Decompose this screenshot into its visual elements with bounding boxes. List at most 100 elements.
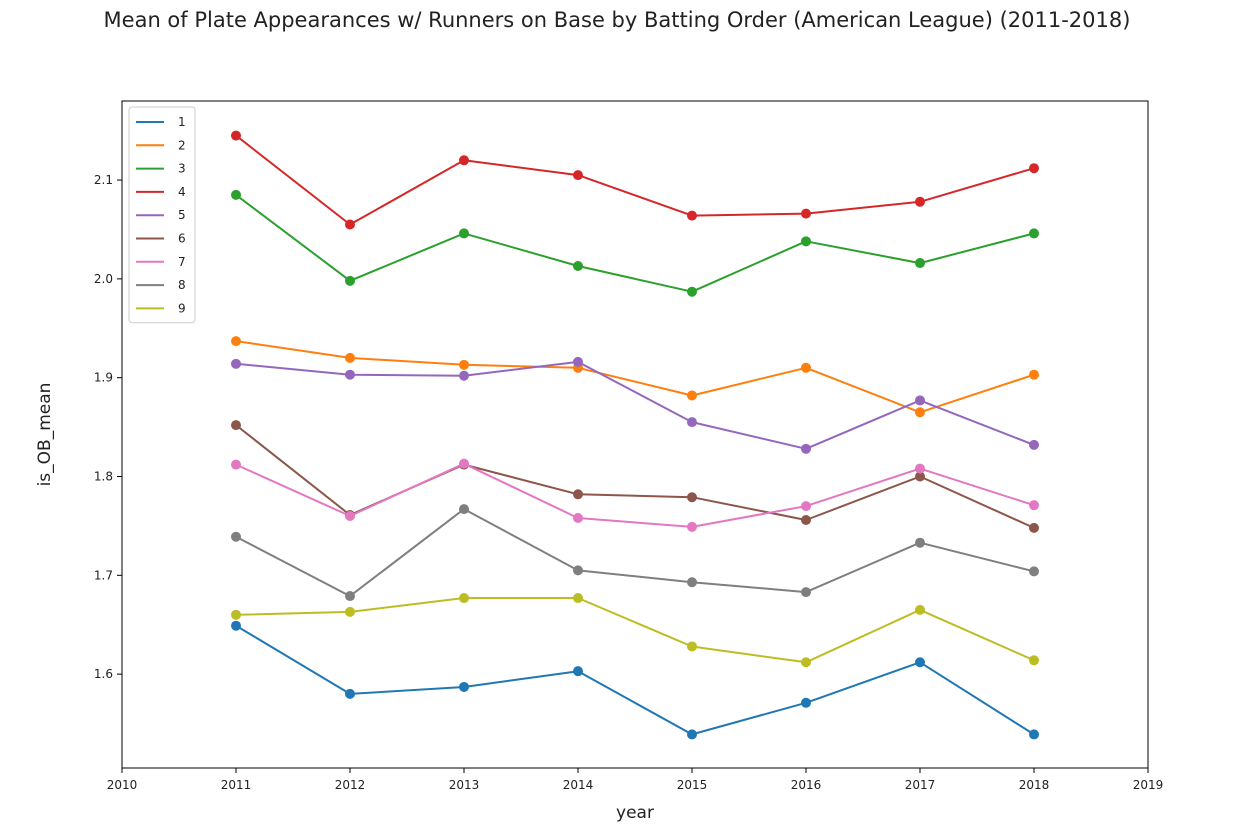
data-point <box>687 210 697 221</box>
series-line <box>235 134 1035 226</box>
x-tick-label: 2012 <box>335 778 366 792</box>
data-point <box>345 369 355 380</box>
y-axis: 1.6 1.7 1.8 1.9 2.0 2.1 <box>94 173 122 681</box>
data-point <box>231 130 241 141</box>
data-point <box>345 511 355 522</box>
data-point <box>459 593 469 604</box>
x-axis-label: year <box>616 803 654 823</box>
x-tick-label: 2015 <box>677 778 708 792</box>
series-4 <box>231 130 1039 230</box>
data-point <box>915 537 925 548</box>
data-point <box>687 286 697 297</box>
data-point <box>231 609 241 620</box>
legend-item: 5 <box>136 208 186 222</box>
data-point <box>231 336 241 347</box>
data-point <box>573 666 583 677</box>
legend-label: 6 <box>178 232 186 246</box>
data-point <box>1029 729 1039 740</box>
series-line <box>235 624 1035 736</box>
data-point <box>915 196 925 207</box>
data-point <box>345 688 355 699</box>
data-point <box>573 489 583 500</box>
legend-label: 9 <box>178 301 186 315</box>
x-axis: 2010 2011 2012 2013 2014 2015 2016 2017 2018 2019 <box>107 768 1163 792</box>
x-tick-label: 2013 <box>449 778 480 792</box>
chart-title: Mean of Plate Appearances w/ Runners on … <box>103 8 1131 32</box>
x-tick-label: 2017 <box>905 778 936 792</box>
legend-item: 8 <box>136 278 186 292</box>
data-point <box>345 275 355 286</box>
data-point <box>687 521 697 532</box>
legend-label: 2 <box>178 138 186 152</box>
data-point <box>801 208 811 219</box>
legend: 1 2 3 4 5 6 7 8 9 <box>128 106 196 324</box>
data-point <box>801 501 811 512</box>
data-point <box>915 463 925 474</box>
legend-label: 1 <box>178 115 186 129</box>
data-point <box>915 395 925 406</box>
data-point <box>573 356 583 367</box>
data-point <box>687 729 697 740</box>
data-point <box>915 258 925 269</box>
series-line <box>235 597 1035 664</box>
legend-label: 8 <box>178 278 186 292</box>
data-point <box>573 170 583 181</box>
data-point <box>231 358 241 369</box>
data-point <box>459 155 469 166</box>
x-tick-label: 2018 <box>1019 778 1050 792</box>
data-point <box>459 228 469 239</box>
y-tick-label: 1.8 <box>94 469 113 483</box>
data-point <box>687 417 697 428</box>
data-point <box>459 504 469 515</box>
data-point <box>573 261 583 272</box>
data-point <box>231 420 241 431</box>
data-point <box>459 370 469 381</box>
series-9 <box>231 593 1039 668</box>
data-point <box>1029 369 1039 380</box>
data-point <box>345 591 355 602</box>
data-point <box>801 362 811 373</box>
data-point <box>801 657 811 668</box>
data-point <box>687 492 697 503</box>
data-point <box>915 657 925 668</box>
data-point <box>1029 500 1039 511</box>
y-tick-label: 1.6 <box>94 667 113 681</box>
data-point <box>801 443 811 454</box>
x-tick-label: 2016 <box>791 778 822 792</box>
legend-label: 5 <box>178 208 186 222</box>
data-point <box>573 565 583 576</box>
data-point <box>459 458 469 469</box>
legend-item: 3 <box>136 162 186 176</box>
legend-item: 2 <box>136 138 186 152</box>
data-point <box>687 641 697 652</box>
legend-item: 7 <box>136 255 186 269</box>
x-tick-label: 2011 <box>221 778 252 792</box>
data-point <box>573 512 583 523</box>
data-point <box>1029 163 1039 174</box>
data-point <box>915 407 925 418</box>
data-point <box>1029 228 1039 239</box>
data-point <box>345 606 355 617</box>
legend-item: 4 <box>136 185 186 199</box>
y-tick-label: 2.1 <box>94 173 113 187</box>
data-point <box>687 390 697 401</box>
series-line <box>235 360 1035 450</box>
data-point <box>801 697 811 708</box>
data-point <box>231 459 241 470</box>
legend-label: 7 <box>178 255 186 269</box>
series-line <box>235 462 1035 528</box>
data-point <box>573 593 583 604</box>
data-point <box>459 681 469 692</box>
data-point <box>915 471 925 482</box>
series-layer <box>231 130 1039 740</box>
data-point <box>1029 566 1039 577</box>
y-tick-label: 2.0 <box>94 272 113 286</box>
series-8 <box>231 504 1039 602</box>
series-1 <box>231 620 1039 740</box>
data-point <box>1029 439 1039 450</box>
data-point <box>801 236 811 247</box>
data-point <box>915 604 925 615</box>
y-tick-label: 1.7 <box>94 568 113 582</box>
data-point <box>1029 522 1039 533</box>
